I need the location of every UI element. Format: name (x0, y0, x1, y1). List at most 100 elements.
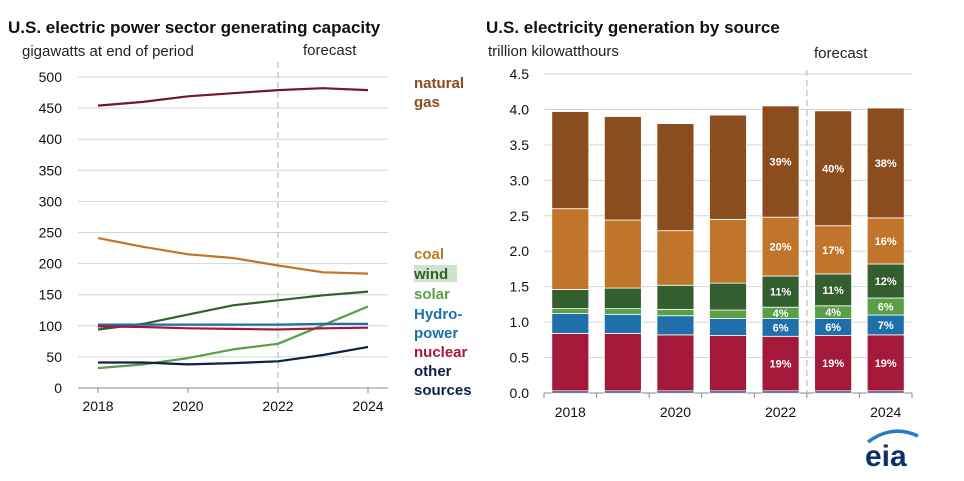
logo-text: eia (865, 440, 907, 473)
left-ytick-label: 100 (39, 318, 63, 334)
legend-highlight (414, 265, 457, 282)
bar-segment-natural-gas (866, 107, 905, 219)
left-ytick-label: 400 (39, 131, 63, 147)
bar-segment-wind (656, 284, 695, 310)
data-label-coal: 17% (822, 245, 844, 257)
data-label-natural-gas: 38% (875, 158, 897, 170)
bar-segment-coal (551, 208, 590, 290)
left-xtick-label: 2022 (262, 398, 293, 414)
right-ytick-label: 2.5 (510, 208, 530, 224)
left-chart-subtitle: gigawatts at end of period (22, 43, 194, 60)
data-label-solar: 4% (825, 307, 841, 319)
legend-label-hydro: Hydro- (414, 306, 462, 323)
bar-segment-coal (761, 216, 800, 277)
bar-segment-natural-gas (656, 123, 695, 232)
left-ytick-label: 0 (54, 380, 62, 396)
bar-segment-coal (656, 230, 695, 286)
right-xtick-label: 2022 (765, 404, 796, 420)
legend-label-hydro: power (414, 325, 458, 342)
right-ytick-label: 0.0 (510, 385, 530, 401)
right-xtick-label: 2020 (660, 404, 691, 420)
series-line-coal (97, 237, 369, 275)
bar-segment-hydro (551, 313, 590, 334)
right-xtick-label: 2024 (870, 404, 901, 420)
left-ytick-label: 500 (39, 69, 63, 85)
bar-segment-natural-gas (709, 114, 747, 220)
bar-segment-solar (551, 308, 590, 315)
bar-segment-wind (551, 289, 590, 310)
legend-label-wind: wind (413, 266, 448, 283)
bar-segment-coal (814, 225, 853, 275)
bar-segment-wind (814, 273, 853, 307)
bar-segment-hydro (656, 315, 695, 336)
bar-segment-hydro (603, 313, 642, 334)
data-label-hydro: 6% (773, 322, 789, 334)
bar-segment-nuclear (603, 333, 642, 392)
bar-segment-solar (656, 308, 695, 317)
bar-segment-wind (761, 275, 800, 308)
legend-label-natural-gas: natural (414, 75, 464, 92)
legend-label-other: sources (414, 382, 472, 399)
series-line-natural-gas (97, 87, 369, 107)
data-label-solar: 4% (773, 308, 789, 320)
right-ytick-label: 2.0 (510, 243, 530, 259)
data-label-hydro: 6% (825, 322, 841, 334)
bar-segment-natural-gas (603, 116, 642, 221)
data-label-coal: 20% (770, 242, 792, 254)
series-line-hydro (98, 322, 368, 326)
right-chart-title: U.S. electricity generation by source (486, 18, 780, 37)
legend-label-other: other (414, 363, 452, 380)
data-label-wind: 11% (822, 285, 844, 297)
bar-segment-natural-gas (761, 105, 800, 218)
bar-segment-solar (709, 309, 747, 319)
left-xtick-label: 2018 (82, 398, 113, 414)
data-label-wind: 12% (875, 276, 897, 288)
bar-segment-natural-gas (551, 111, 590, 210)
legend-label-natural-gas: gas (414, 94, 440, 111)
bar-segment-wind (709, 282, 747, 311)
left-ytick-label: 200 (39, 256, 63, 272)
left-ytick-label: 250 (39, 225, 63, 241)
series-line-other (98, 345, 369, 366)
legend-label-nuclear: nuclear (414, 344, 468, 361)
bar-segment-nuclear (866, 334, 905, 392)
data-label-nuclear: 19% (770, 359, 792, 371)
series-line-nuclear (97, 325, 369, 331)
right-ytick-label: 1.5 (510, 279, 530, 295)
bar-segment-natural-gas (814, 110, 853, 227)
left-xtick-label: 2024 (352, 398, 383, 414)
data-label-hydro: 7% (878, 320, 894, 332)
bar-segment-coal (866, 217, 905, 265)
data-label-wind: 11% (770, 287, 792, 299)
data-label-nuclear: 19% (822, 358, 844, 370)
left-ytick-label: 300 (39, 193, 63, 209)
bar-segment-coal (603, 219, 642, 289)
left-ytick-label: 150 (39, 287, 63, 303)
data-label-nuclear: 19% (875, 358, 897, 370)
left-ytick-label: 50 (46, 349, 62, 365)
data-label-natural-gas: 39% (770, 157, 792, 169)
eia-logo: eia (865, 429, 919, 473)
data-label-solar: 6% (878, 302, 894, 314)
legend-label-coal: coal (414, 246, 444, 263)
bar-segment-coal (709, 218, 747, 284)
left-ytick-label: 350 (39, 162, 63, 178)
capacity-line-chart: U.S. electric power sector generating ca… (8, 18, 472, 414)
bar-segment-nuclear (551, 333, 590, 392)
right-ytick-label: 4.0 (510, 101, 530, 117)
series-line-solar (97, 305, 369, 370)
right-xtick-label: 2018 (555, 404, 586, 420)
bar-segment-wind (603, 287, 642, 310)
logo-swoosh-icon (866, 429, 919, 444)
bar-segment-hydro (709, 318, 747, 336)
right-ytick-label: 0.5 (510, 350, 530, 366)
left-xtick-label: 2020 (172, 398, 203, 414)
right-ytick-label: 3.0 (510, 172, 530, 188)
data-label-natural-gas: 40% (822, 163, 844, 175)
right-ytick-label: 3.5 (510, 137, 530, 153)
bar-segment-nuclear (814, 335, 853, 392)
right-ytick-label: 1.0 (510, 314, 530, 330)
left-ytick-label: 450 (39, 100, 63, 116)
left-forecast-label: forecast (303, 42, 357, 59)
